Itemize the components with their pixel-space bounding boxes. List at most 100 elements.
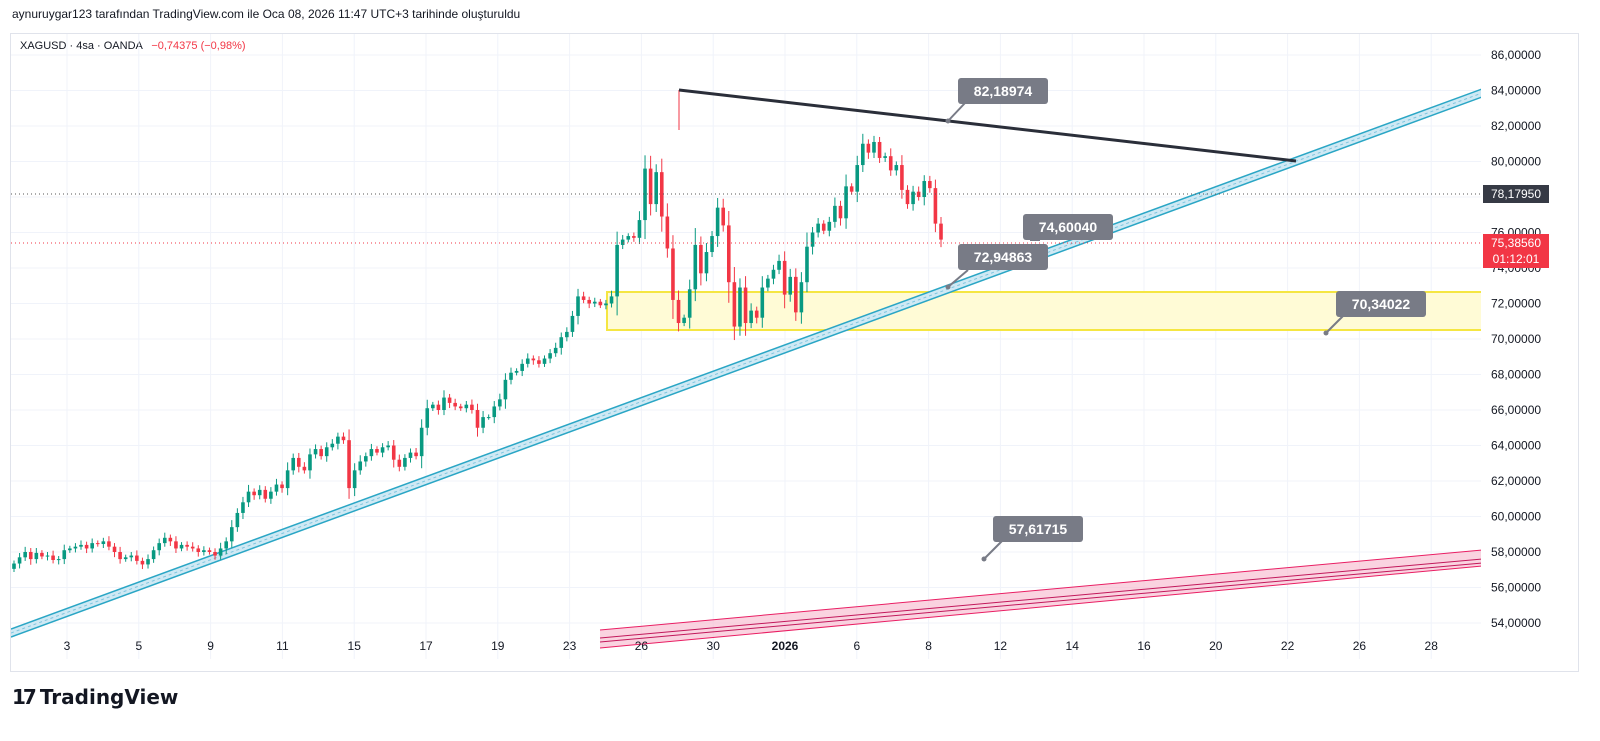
candle[interactable] <box>620 234 625 250</box>
candle[interactable] <box>229 520 234 548</box>
candle[interactable] <box>28 548 33 565</box>
candles[interactable] <box>12 90 943 572</box>
candle[interactable] <box>308 448 312 479</box>
candle[interactable] <box>319 445 323 460</box>
candle[interactable] <box>297 452 301 473</box>
candle[interactable] <box>799 272 804 324</box>
candle[interactable] <box>174 536 178 553</box>
candle[interactable] <box>324 442 329 462</box>
candle[interactable] <box>84 541 89 554</box>
candle[interactable] <box>788 268 793 302</box>
candle[interactable] <box>665 203 670 258</box>
candle[interactable] <box>715 197 720 247</box>
candle[interactable] <box>23 546 27 561</box>
candle[interactable] <box>486 414 491 420</box>
pink-channel-mid[interactable] <box>599 558 1482 639</box>
candle[interactable] <box>766 274 770 292</box>
candle[interactable] <box>45 552 50 561</box>
candle[interactable] <box>252 488 256 500</box>
candle[interactable] <box>408 448 413 463</box>
candle[interactable] <box>699 236 703 286</box>
trend-line-bottom[interactable] <box>11 96 1482 638</box>
candle[interactable] <box>358 455 363 475</box>
candle[interactable] <box>34 548 39 564</box>
candle[interactable] <box>872 135 876 159</box>
candle[interactable] <box>364 452 368 467</box>
trend-channel-fill[interactable] <box>11 89 1482 637</box>
candle[interactable] <box>888 148 893 176</box>
candle[interactable] <box>782 251 787 309</box>
candle[interactable] <box>464 400 469 413</box>
candle[interactable] <box>609 290 614 308</box>
candle[interactable] <box>604 299 608 310</box>
candle[interactable] <box>710 231 714 258</box>
candle[interactable] <box>894 161 899 176</box>
candle[interactable] <box>213 548 217 560</box>
candle[interactable] <box>531 355 536 365</box>
candle[interactable] <box>509 367 513 385</box>
candle[interactable] <box>576 288 580 325</box>
pink-channel-bottom[interactable] <box>599 565 1482 649</box>
candle[interactable] <box>760 276 765 328</box>
candle[interactable] <box>726 210 731 303</box>
candle[interactable] <box>525 353 530 368</box>
candle[interactable] <box>542 355 547 367</box>
candle[interactable] <box>453 398 457 411</box>
price-label-70-34022[interactable]: 70,34022 <box>1323 291 1427 336</box>
candle[interactable] <box>928 175 932 193</box>
candle[interactable] <box>207 547 212 555</box>
candle[interactable] <box>257 485 262 500</box>
candle[interactable] <box>135 550 139 565</box>
candle[interactable] <box>280 481 284 493</box>
candle[interactable] <box>481 411 485 434</box>
candle[interactable] <box>62 544 67 565</box>
candle[interactable] <box>129 552 134 562</box>
candle[interactable] <box>643 155 647 240</box>
candle[interactable] <box>79 540 83 550</box>
candle[interactable] <box>285 462 290 496</box>
candle[interactable] <box>498 393 502 411</box>
candle[interactable] <box>514 368 519 376</box>
candle[interactable] <box>682 314 686 327</box>
candle[interactable] <box>732 267 737 341</box>
candle[interactable] <box>235 508 240 532</box>
candle[interactable] <box>391 440 396 468</box>
candle[interactable] <box>637 211 642 245</box>
candle[interactable] <box>671 235 675 319</box>
candle[interactable] <box>615 231 619 316</box>
candle[interactable] <box>190 542 195 552</box>
candle[interactable] <box>151 546 156 563</box>
candle[interactable] <box>162 532 167 547</box>
candle[interactable] <box>687 279 692 329</box>
candle[interactable] <box>95 540 100 547</box>
candle[interactable] <box>475 403 480 437</box>
candle[interactable] <box>447 393 452 409</box>
candle[interactable] <box>302 462 307 474</box>
candle[interactable] <box>56 555 61 565</box>
candle[interactable] <box>816 218 820 238</box>
candle[interactable] <box>721 198 726 232</box>
candle[interactable] <box>659 158 664 232</box>
candle[interactable] <box>263 486 268 503</box>
candle[interactable] <box>313 444 318 459</box>
candle[interactable] <box>123 554 128 562</box>
candle[interactable] <box>939 216 943 248</box>
candle[interactable] <box>51 550 55 564</box>
candle[interactable] <box>805 232 809 293</box>
candle[interactable] <box>810 227 815 255</box>
candle[interactable] <box>553 342 558 357</box>
candle[interactable] <box>179 542 184 552</box>
candle[interactable] <box>274 478 279 496</box>
candle[interactable] <box>470 399 474 414</box>
candle[interactable] <box>900 155 904 199</box>
candle[interactable] <box>916 186 921 201</box>
candle[interactable] <box>414 447 418 460</box>
candle[interactable] <box>877 136 882 163</box>
candle[interactable] <box>598 298 603 309</box>
candle[interactable] <box>838 200 843 226</box>
candle[interactable] <box>654 164 658 212</box>
candle[interactable] <box>833 197 837 228</box>
candle[interactable] <box>911 185 915 211</box>
candle[interactable] <box>849 183 854 195</box>
